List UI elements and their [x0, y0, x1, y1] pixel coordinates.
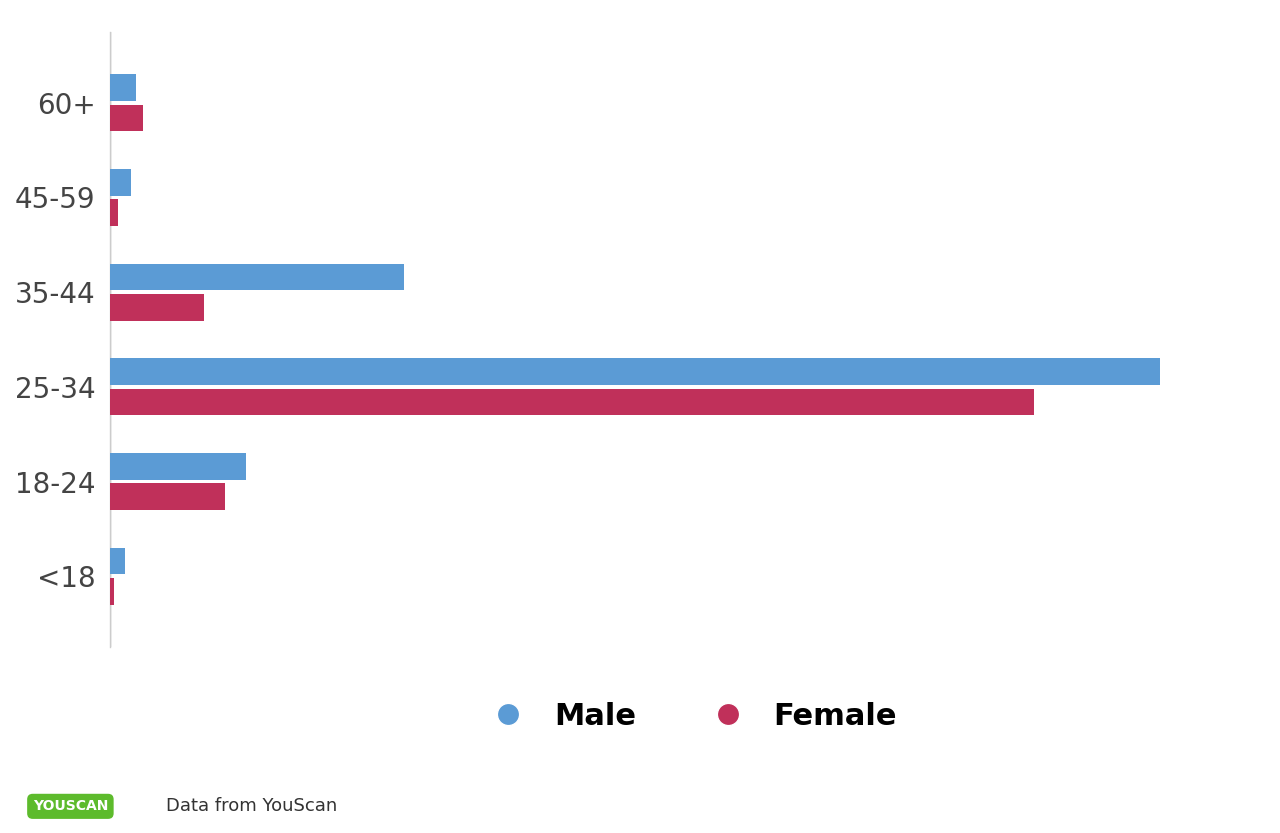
Legend: Male, Female: Male, Female [477, 701, 897, 731]
Bar [110, 264, 403, 290]
Bar [110, 389, 1034, 416]
Bar [110, 199, 118, 226]
Bar [110, 483, 225, 510]
Bar [110, 294, 204, 321]
Bar [110, 169, 131, 196]
Bar [110, 548, 125, 575]
Text: YOUSCAN: YOUSCAN [33, 800, 108, 813]
Bar [110, 74, 136, 101]
Bar [110, 358, 1160, 385]
Text: Data from YouScan: Data from YouScan [166, 797, 338, 816]
Bar [110, 578, 114, 605]
Bar [110, 105, 143, 131]
Bar [110, 453, 246, 480]
